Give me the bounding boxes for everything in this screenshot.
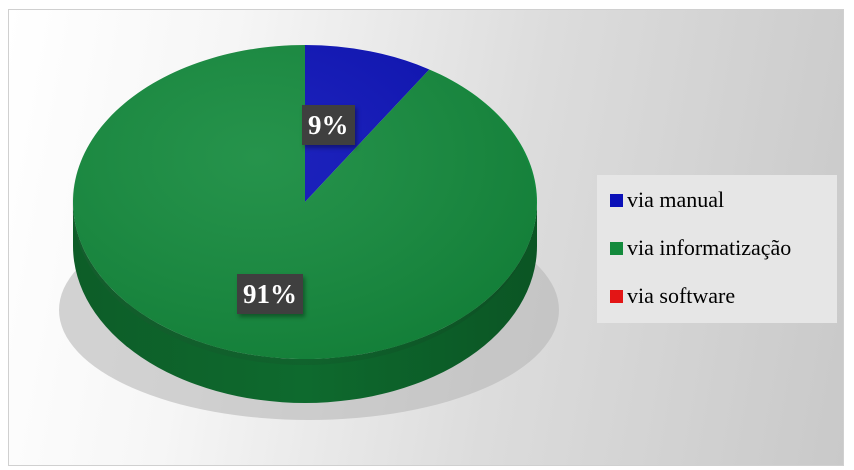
legend-label: via software xyxy=(627,283,736,308)
legend-item-via-software: via software xyxy=(597,278,837,326)
legend-swatch-red xyxy=(610,290,623,303)
chart-area: 9% 91% via manual via informatização via… xyxy=(8,9,844,466)
legend-item-via-informatizacao: via informatização xyxy=(597,230,837,278)
data-label-via-manual: 9% xyxy=(302,105,355,145)
data-label-via-informatizacao: 91% xyxy=(237,274,303,314)
legend-swatch-blue xyxy=(610,194,623,207)
legend-label: via informatização xyxy=(627,235,792,260)
legend-swatch-green xyxy=(610,242,623,255)
legend-item-via-manual: via manual xyxy=(597,182,837,230)
legend-label: via manual xyxy=(627,187,725,212)
legend: via manual via informatização via softwa… xyxy=(597,175,837,323)
